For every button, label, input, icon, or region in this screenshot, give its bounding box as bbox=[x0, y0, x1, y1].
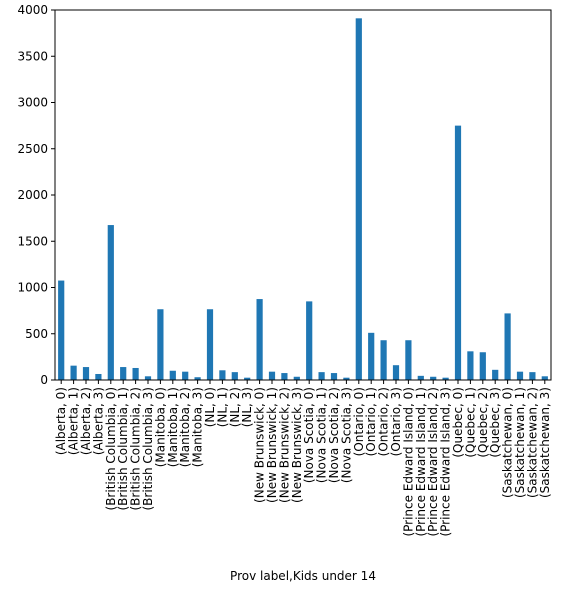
x-tick-label: (Quebec, 1) bbox=[463, 387, 477, 458]
x-tick-label: (NL, 2) bbox=[228, 387, 242, 427]
bar bbox=[206, 309, 214, 380]
x-axis-title: Prov label,Kids under 14 bbox=[230, 569, 376, 583]
x-tick-label: (Alberta, 1) bbox=[67, 387, 81, 455]
x-tick-label: (New Brunswick, 0) bbox=[253, 387, 267, 503]
bar bbox=[256, 299, 263, 380]
y-tick-label: 500 bbox=[25, 327, 48, 341]
x-tick-label: (New Brunswick, 3) bbox=[290, 387, 304, 503]
x-tick-label: (Alberta, 0) bbox=[54, 387, 68, 455]
bar bbox=[144, 376, 152, 380]
bar bbox=[343, 377, 350, 380]
bar bbox=[58, 280, 65, 380]
x-tick-label: (NL, 0) bbox=[203, 387, 217, 427]
x-tick-label: (Manitoba, 1) bbox=[166, 387, 180, 467]
bar bbox=[541, 376, 548, 380]
bar bbox=[169, 370, 176, 380]
y-tick-label: 1500 bbox=[17, 234, 48, 248]
bar bbox=[244, 377, 251, 380]
x-tick-label: (Manitoba, 2) bbox=[178, 387, 192, 467]
x-tick-label: (Saskatchewan, 0) bbox=[501, 387, 515, 498]
x-tick-label: (Saskatchewan, 1) bbox=[513, 387, 527, 498]
x-tick-label: (British Columbia, 3) bbox=[141, 387, 155, 511]
x-tick-label: (Alberta, 2) bbox=[79, 387, 93, 455]
x-tick-label: (Manitoba, 3) bbox=[191, 387, 205, 467]
bar bbox=[194, 377, 201, 380]
x-tick-label: (Saskatchewan, 3) bbox=[538, 387, 552, 498]
plot-frame bbox=[54, 9, 552, 381]
x-tick-label: (New Brunswick, 2) bbox=[277, 387, 291, 503]
bar bbox=[95, 373, 102, 380]
y-tick-label: 3000 bbox=[17, 96, 48, 110]
x-tick-label: (British Columbia, 1) bbox=[116, 387, 130, 511]
x-tick-label: (NL, 3) bbox=[240, 387, 254, 427]
bar bbox=[219, 370, 226, 380]
bar bbox=[380, 340, 387, 380]
bar bbox=[318, 372, 325, 380]
bar bbox=[306, 301, 313, 381]
x-tick-label: (Prince Edward Island, 3) bbox=[439, 387, 453, 537]
bar bbox=[120, 367, 127, 380]
bar bbox=[368, 332, 375, 380]
x-tick-label: (British Columbia, 2) bbox=[129, 387, 143, 511]
y-axis: 0 500 1000 1500 2000 2500 3000 3500 4000 bbox=[17, 3, 55, 387]
x-tick-label: (Prince Edward Island, 2) bbox=[426, 387, 440, 537]
x-tick-label: (Quebec, 0) bbox=[451, 387, 465, 458]
bar bbox=[231, 372, 238, 380]
bar bbox=[516, 371, 524, 380]
x-tick-label: (Quebec, 3) bbox=[488, 387, 502, 458]
bar bbox=[492, 369, 499, 380]
bar bbox=[293, 376, 300, 380]
x-tick-label: (New Brunswick, 1) bbox=[265, 387, 279, 503]
bar bbox=[454, 125, 462, 381]
x-tick-label: (Ontario, 3) bbox=[389, 387, 403, 456]
y-tick-label: 3500 bbox=[17, 49, 48, 63]
bar bbox=[268, 371, 276, 380]
bar bbox=[442, 377, 449, 380]
bar bbox=[330, 373, 338, 380]
x-tick-label: (Prince Edward Island, 0) bbox=[401, 387, 415, 537]
bar bbox=[70, 365, 77, 380]
x-tick-label: (Saskatchewan, 2) bbox=[525, 387, 539, 498]
x-tick-label: (Ontario, 0) bbox=[352, 387, 366, 456]
bar bbox=[82, 367, 90, 380]
bar bbox=[157, 309, 164, 380]
x-axis: (Alberta, 0)(Alberta, 1)(Alberta, 2)(Alb… bbox=[54, 380, 552, 537]
x-tick-label: (Ontario, 1) bbox=[364, 387, 378, 456]
bar bbox=[355, 18, 362, 380]
y-tick-label: 2500 bbox=[17, 142, 48, 156]
x-tick-label: (Nova Scotia, 1) bbox=[315, 387, 329, 483]
bar bbox=[281, 373, 288, 380]
x-tick-label: (Prince Edward Island, 1) bbox=[414, 387, 428, 537]
bar bbox=[529, 372, 536, 380]
bar bbox=[107, 225, 114, 380]
y-tick-label: 0 bbox=[40, 373, 48, 387]
x-tick-label: (Alberta, 3) bbox=[91, 387, 105, 455]
bar bbox=[182, 371, 189, 380]
bar bbox=[430, 376, 437, 380]
bars-group bbox=[58, 18, 548, 381]
x-tick-label: (British Columbia, 0) bbox=[104, 387, 118, 511]
bar bbox=[504, 313, 511, 380]
bar bbox=[132, 367, 139, 380]
x-tick-label: (Nova Scotia, 0) bbox=[302, 387, 316, 483]
x-tick-label: (Ontario, 2) bbox=[377, 387, 391, 456]
y-tick-label: 1000 bbox=[17, 281, 48, 295]
y-tick-label: 2000 bbox=[17, 188, 48, 202]
bar bbox=[467, 351, 474, 380]
bar bbox=[417, 375, 424, 380]
bar bbox=[392, 365, 400, 380]
x-tick-label: (Quebec, 2) bbox=[476, 387, 490, 458]
y-tick-label: 4000 bbox=[17, 3, 48, 17]
x-tick-label: (Nova Scotia, 3) bbox=[339, 387, 353, 483]
bar bbox=[479, 352, 486, 380]
x-tick-label: (Nova Scotia, 2) bbox=[327, 387, 341, 483]
bar bbox=[405, 340, 412, 380]
x-tick-label: (NL, 1) bbox=[215, 387, 229, 427]
x-tick-label: (Manitoba, 0) bbox=[153, 387, 167, 467]
